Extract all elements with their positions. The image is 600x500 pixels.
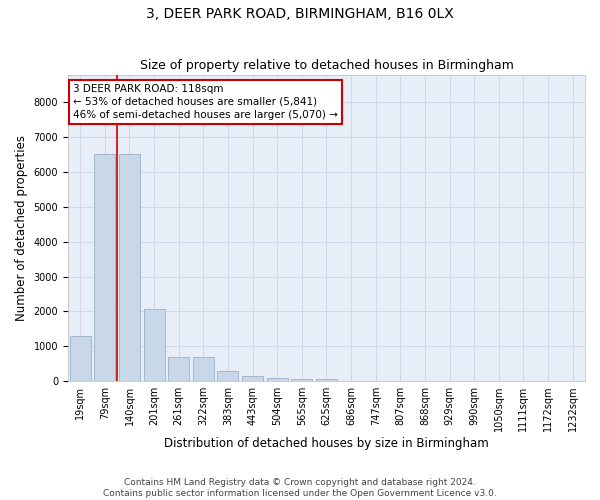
Y-axis label: Number of detached properties: Number of detached properties: [15, 135, 28, 321]
Bar: [193, 358, 214, 381]
Bar: [119, 154, 140, 381]
Text: 3 DEER PARK ROAD: 118sqm
← 53% of detached houses are smaller (5,841)
46% of sem: 3 DEER PARK ROAD: 118sqm ← 53% of detach…: [73, 84, 338, 120]
X-axis label: Distribution of detached houses by size in Birmingham: Distribution of detached houses by size …: [164, 437, 489, 450]
Text: Contains HM Land Registry data © Crown copyright and database right 2024.
Contai: Contains HM Land Registry data © Crown c…: [103, 478, 497, 498]
Bar: [267, 378, 287, 381]
Bar: [168, 356, 189, 381]
Title: Size of property relative to detached houses in Birmingham: Size of property relative to detached ho…: [140, 59, 514, 72]
Bar: [316, 380, 337, 381]
Text: 3, DEER PARK ROAD, BIRMINGHAM, B16 0LX: 3, DEER PARK ROAD, BIRMINGHAM, B16 0LX: [146, 8, 454, 22]
Bar: [143, 308, 164, 381]
Bar: [94, 154, 115, 381]
Bar: [292, 379, 312, 381]
Bar: [242, 376, 263, 381]
Bar: [217, 372, 238, 381]
Bar: [70, 336, 91, 381]
